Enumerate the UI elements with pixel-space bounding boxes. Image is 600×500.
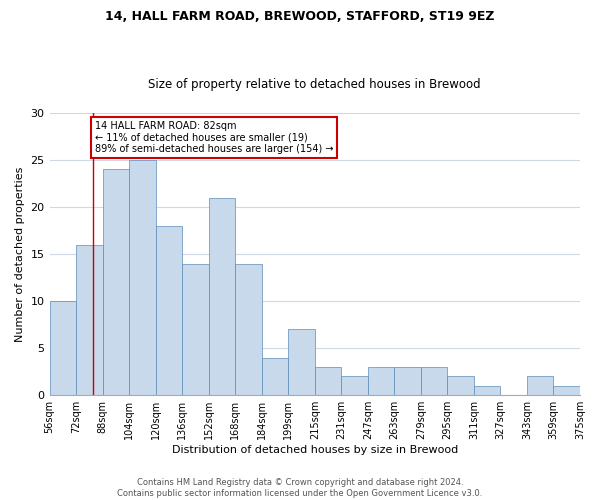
Bar xyxy=(182,264,209,395)
Bar xyxy=(421,367,448,395)
Bar xyxy=(315,367,341,395)
Text: 14, HALL FARM ROAD, BREWOOD, STAFFORD, ST19 9EZ: 14, HALL FARM ROAD, BREWOOD, STAFFORD, S… xyxy=(105,10,495,23)
Bar xyxy=(262,358,288,395)
Bar xyxy=(368,367,394,395)
Bar xyxy=(235,264,262,395)
Bar xyxy=(580,386,600,395)
Bar xyxy=(103,170,129,395)
Bar xyxy=(155,226,182,395)
Text: 14 HALL FARM ROAD: 82sqm
← 11% of detached houses are smaller (19)
89% of semi-d: 14 HALL FARM ROAD: 82sqm ← 11% of detach… xyxy=(95,120,333,154)
Bar xyxy=(129,160,155,395)
Text: Contains HM Land Registry data © Crown copyright and database right 2024.
Contai: Contains HM Land Registry data © Crown c… xyxy=(118,478,482,498)
Bar xyxy=(341,376,368,395)
X-axis label: Distribution of detached houses by size in Brewood: Distribution of detached houses by size … xyxy=(172,445,458,455)
Bar xyxy=(553,386,580,395)
Bar xyxy=(527,376,553,395)
Bar xyxy=(209,198,235,395)
Bar xyxy=(448,376,474,395)
Title: Size of property relative to detached houses in Brewood: Size of property relative to detached ho… xyxy=(148,78,481,91)
Bar xyxy=(474,386,500,395)
Bar xyxy=(50,301,76,395)
Bar xyxy=(394,367,421,395)
Bar xyxy=(76,244,103,395)
Y-axis label: Number of detached properties: Number of detached properties xyxy=(15,166,25,342)
Bar xyxy=(288,330,315,395)
